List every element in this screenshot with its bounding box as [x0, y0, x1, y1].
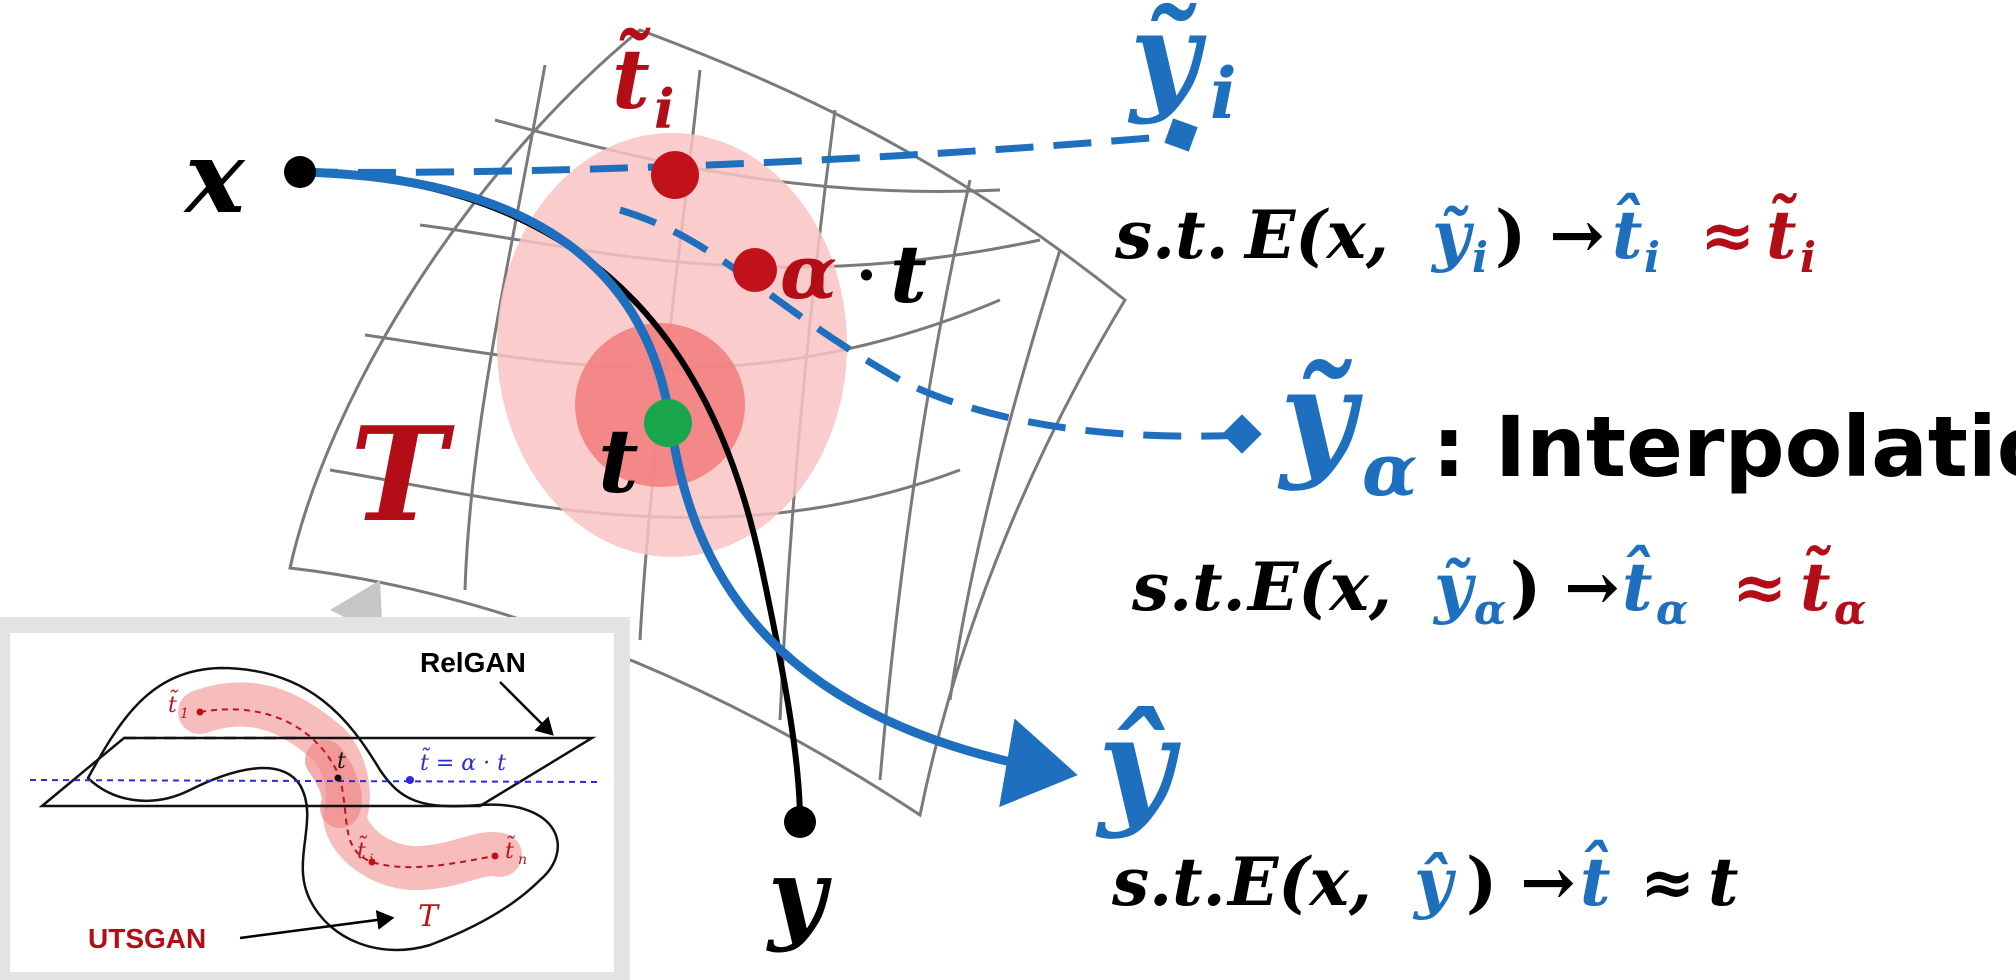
dashed-path-to-y-tilde-i [299, 131, 1186, 176]
svg-text:t: t [890, 227, 927, 321]
equation-hat: s.t. E(x, ŷ ) → t̂ ≈ t [1111, 841, 1739, 921]
svg-text:t̃: t̃ [1800, 546, 1831, 626]
svg-text:t̂: t̂ [1580, 841, 1611, 921]
svg-text:≈: ≈ [1640, 843, 1695, 921]
svg-text:α: α [1474, 585, 1506, 634]
svg-text:n: n [518, 852, 527, 868]
svg-text:ŷ: ŷ [1412, 843, 1457, 921]
point-y [784, 806, 816, 838]
svg-text:α: α [780, 230, 837, 316]
point-t-tilde-i [651, 151, 699, 199]
inset-label-tn: t̃ n [505, 834, 527, 868]
svg-text:s.t.: s.t. [1111, 843, 1226, 921]
interpolation-label: : Interpolation [1432, 398, 2016, 496]
svg-text:t̃: t̃ [168, 688, 179, 718]
inset-point-ti [368, 858, 376, 866]
svg-text:α: α [1656, 585, 1688, 634]
inset-utsgan-label: UTSGAN [88, 923, 206, 954]
svg-text:i: i [369, 852, 373, 868]
svg-text:i: i [1800, 233, 1816, 282]
svg-text:) →: ) → [1510, 548, 1620, 626]
label-y-tilde-i: ỹ i [1127, 0, 1237, 135]
svg-text:1: 1 [180, 706, 189, 722]
svg-text:t̃: t̃ [1766, 194, 1797, 274]
label-y-tilde-alpha: ỹ α [1277, 340, 1417, 512]
label-y: y [766, 836, 832, 954]
label-t-center: t [598, 409, 639, 513]
svg-text:E(x,: E(x, [1246, 548, 1392, 626]
svg-text:t̃: t̃ [357, 834, 368, 864]
svg-text:t: t [1708, 843, 1739, 921]
grid-col-1 [463, 64, 547, 591]
svg-text:α: α [1362, 427, 1417, 512]
point-y-tilde-alpha [1222, 414, 1262, 454]
svg-text:≈: ≈ [1732, 548, 1787, 626]
inset-panel: RelGAN UTSGAN t̃ 1 t t̃ = α · t t̃ i t̃ … [0, 617, 630, 980]
label-x: x [183, 118, 246, 236]
svg-text:i: i [1210, 52, 1237, 135]
svg-text:α: α [1834, 585, 1866, 634]
svg-text:t̂: t̂ [1612, 194, 1643, 274]
equation-alpha: s.t. E(x, ỹ α ) → t̂ α ≈ t̃ α [1131, 546, 1866, 634]
inset-red-path [199, 708, 496, 869]
inset-label-t: t [337, 749, 346, 774]
label-t-tilde-i: t̃ i [612, 27, 675, 141]
svg-text:s.t.: s.t. [1114, 196, 1229, 274]
point-t [644, 399, 692, 447]
inset-utsgan-arrow [239, 910, 395, 940]
inset-label-T: T [418, 899, 440, 934]
equation-i: s.t. E(x, ỹ i ) → t̂ i ≈ t̃ i [1114, 194, 1816, 282]
svg-text:i: i [654, 77, 675, 141]
inset-label-ti: t̃ i [357, 834, 373, 868]
dashed-path-to-y-tilde-alpha [618, 206, 1246, 440]
svg-text:) →: ) → [1466, 843, 1576, 921]
point-y-tilde-i [1164, 118, 1198, 152]
inset-frame [0, 617, 630, 980]
svg-text:ỹ: ỹ [1430, 196, 1475, 274]
svg-text:≈: ≈ [1700, 196, 1755, 274]
svg-text:i: i [1472, 233, 1488, 282]
inset-point-t [334, 774, 342, 782]
inset-point-interp [406, 776, 414, 784]
svg-text:E(x,: E(x, [1226, 843, 1372, 921]
inset-plane [38, 736, 597, 808]
svg-text:E(x,: E(x, [1243, 196, 1389, 274]
point-alpha-t [733, 248, 777, 292]
label-alpha-t: α · t [780, 227, 927, 321]
label-T: T [350, 398, 455, 551]
inset-relgan-arrow [499, 681, 554, 736]
inset-label-interp-eq: t̃ = α · t [420, 746, 506, 776]
svg-text:t̃: t̃ [612, 27, 651, 128]
svg-text:s.t.: s.t. [1131, 548, 1246, 626]
grid-col-5 [948, 249, 1062, 701]
svg-text:t̃: t̃ [505, 834, 516, 864]
svg-text:t̂: t̂ [1622, 546, 1653, 626]
inset-point-tn [491, 852, 499, 860]
inset-blob-outline [86, 666, 559, 952]
label-y-hat: ŷ [1095, 688, 1181, 841]
svg-text:) →: ) → [1495, 196, 1605, 274]
svg-text:ỹ: ỹ [1432, 548, 1477, 626]
inset-interp-line [29, 779, 601, 783]
svg-text:·: · [856, 241, 877, 311]
grid-col-4 [878, 179, 972, 781]
svg-text:i: i [1644, 233, 1660, 282]
inset-point-t1 [196, 708, 204, 716]
inset-label-t1: t̃ 1 [168, 688, 189, 722]
inset-relgan-label: RelGAN [420, 647, 526, 678]
svg-text:ỹ: ỹ [1127, 0, 1207, 127]
svg-text:ỹ: ỹ [1277, 340, 1363, 493]
point-x [284, 156, 316, 188]
